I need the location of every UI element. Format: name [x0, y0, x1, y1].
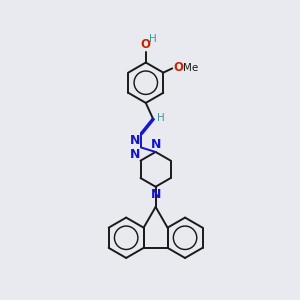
Text: N: N	[130, 134, 140, 147]
Text: O: O	[173, 61, 183, 74]
Text: O: O	[141, 38, 151, 51]
Text: N: N	[130, 148, 140, 161]
Text: Me: Me	[184, 63, 199, 73]
Text: H: H	[157, 113, 164, 123]
Text: H: H	[149, 34, 157, 44]
Text: N: N	[150, 188, 161, 201]
Text: N: N	[150, 138, 161, 151]
